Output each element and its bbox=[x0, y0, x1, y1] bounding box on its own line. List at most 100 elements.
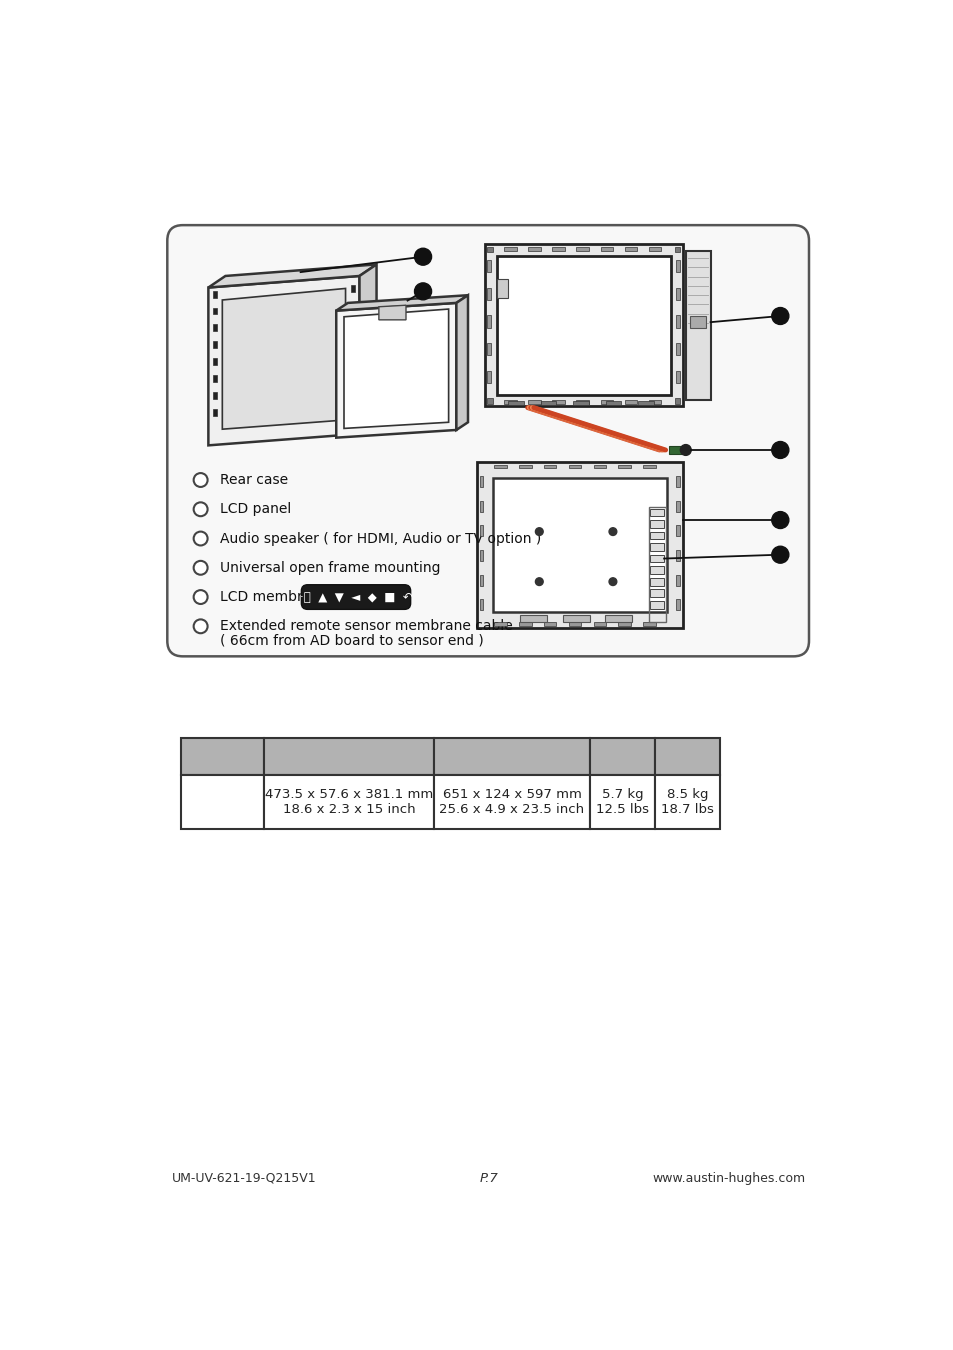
Bar bbox=[590, 775, 655, 829]
Bar bbox=[599, 247, 612, 251]
Circle shape bbox=[193, 472, 208, 487]
Text: 473.5 x 57.6 x 381.1 mm: 473.5 x 57.6 x 381.1 mm bbox=[265, 787, 433, 801]
Bar bbox=[487, 398, 493, 404]
FancyBboxPatch shape bbox=[167, 225, 808, 656]
Bar bbox=[590, 738, 655, 775]
Bar bbox=[479, 525, 483, 536]
Bar bbox=[351, 285, 355, 292]
Text: LCD membrane: LCD membrane bbox=[220, 590, 328, 603]
Text: 5.7 kg: 5.7 kg bbox=[601, 787, 643, 801]
Bar bbox=[351, 387, 355, 394]
Bar bbox=[638, 401, 654, 405]
Bar bbox=[648, 508, 665, 622]
Circle shape bbox=[415, 248, 431, 265]
FancyBboxPatch shape bbox=[301, 585, 410, 609]
Bar bbox=[528, 247, 540, 251]
Text: 8.5 kg: 8.5 kg bbox=[666, 787, 707, 801]
Polygon shape bbox=[222, 289, 345, 429]
Bar bbox=[213, 358, 216, 366]
Bar bbox=[351, 302, 355, 309]
Bar bbox=[568, 622, 580, 625]
Polygon shape bbox=[378, 305, 406, 320]
Bar bbox=[213, 290, 216, 297]
Bar bbox=[604, 614, 632, 622]
Circle shape bbox=[415, 284, 431, 300]
Circle shape bbox=[535, 528, 542, 536]
Text: Universal open frame mounting: Universal open frame mounting bbox=[220, 560, 440, 575]
Bar bbox=[685, 251, 710, 400]
Bar bbox=[648, 247, 660, 251]
Bar bbox=[479, 575, 483, 586]
Text: 651 x 124 x 597 mm: 651 x 124 x 597 mm bbox=[442, 787, 580, 801]
Bar bbox=[479, 599, 483, 610]
Bar bbox=[543, 622, 556, 625]
Circle shape bbox=[193, 560, 208, 575]
Bar bbox=[649, 520, 663, 528]
Bar bbox=[649, 532, 663, 539]
Bar bbox=[649, 566, 663, 574]
Text: 18.7 lbs: 18.7 lbs bbox=[660, 803, 713, 815]
Bar bbox=[648, 400, 660, 404]
Bar bbox=[351, 370, 355, 377]
Bar bbox=[576, 400, 588, 404]
Bar bbox=[504, 400, 517, 404]
Text: 18.6 x 2.3 x 15 inch: 18.6 x 2.3 x 15 inch bbox=[282, 803, 415, 815]
Circle shape bbox=[535, 578, 542, 586]
Circle shape bbox=[679, 444, 691, 455]
Bar bbox=[668, 446, 682, 454]
Bar bbox=[573, 401, 588, 405]
Bar bbox=[518, 464, 531, 468]
Bar bbox=[484, 244, 682, 406]
Bar bbox=[497, 256, 670, 394]
Bar bbox=[676, 371, 679, 383]
Bar bbox=[618, 464, 630, 468]
Bar bbox=[479, 477, 483, 487]
Circle shape bbox=[193, 532, 208, 545]
Bar bbox=[487, 371, 491, 383]
Bar bbox=[562, 614, 589, 622]
Bar bbox=[690, 316, 705, 328]
Text: Extended remote sensor membrane cable: Extended remote sensor membrane cable bbox=[220, 620, 512, 633]
Circle shape bbox=[193, 620, 208, 633]
Text: 12.5 lbs: 12.5 lbs bbox=[596, 803, 649, 815]
Polygon shape bbox=[344, 309, 448, 428]
Bar bbox=[476, 462, 682, 628]
Bar bbox=[479, 501, 483, 512]
Bar bbox=[487, 247, 493, 252]
Bar bbox=[676, 288, 679, 300]
Bar bbox=[264, 775, 433, 829]
Bar bbox=[433, 775, 590, 829]
Bar bbox=[351, 336, 355, 343]
Bar bbox=[676, 477, 679, 487]
Bar bbox=[624, 247, 637, 251]
Bar bbox=[624, 400, 637, 404]
Polygon shape bbox=[208, 265, 376, 288]
Bar bbox=[213, 308, 216, 315]
Bar bbox=[674, 247, 679, 252]
Bar bbox=[494, 622, 506, 625]
Bar bbox=[676, 343, 679, 355]
Text: 25.6 x 4.9 x 23.5 inch: 25.6 x 4.9 x 23.5 inch bbox=[439, 803, 584, 815]
Circle shape bbox=[193, 502, 208, 516]
Bar bbox=[642, 464, 655, 468]
Bar bbox=[494, 464, 506, 468]
Bar bbox=[487, 288, 491, 300]
Bar bbox=[487, 259, 491, 273]
Bar bbox=[213, 393, 216, 400]
Bar bbox=[508, 401, 523, 405]
Polygon shape bbox=[359, 265, 376, 433]
Bar bbox=[599, 400, 612, 404]
Bar bbox=[351, 319, 355, 325]
Bar bbox=[618, 622, 630, 625]
Bar bbox=[479, 549, 483, 560]
Circle shape bbox=[771, 441, 788, 459]
Bar bbox=[213, 324, 216, 331]
Circle shape bbox=[771, 512, 788, 528]
Bar bbox=[264, 738, 433, 775]
Bar bbox=[552, 247, 564, 251]
Bar bbox=[497, 279, 507, 298]
Text: Audio speaker ( for HDMI, Audio or TV option ): Audio speaker ( for HDMI, Audio or TV op… bbox=[220, 532, 540, 545]
Circle shape bbox=[608, 528, 617, 536]
Bar bbox=[649, 555, 663, 563]
Bar bbox=[649, 590, 663, 597]
